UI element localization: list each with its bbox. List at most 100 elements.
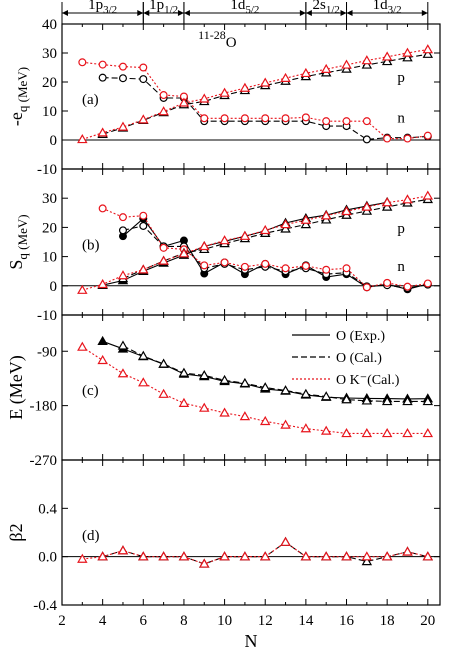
data-point xyxy=(403,134,412,143)
data-point xyxy=(300,423,312,433)
series-line xyxy=(102,53,428,135)
series-1 xyxy=(78,58,432,143)
data-point xyxy=(97,335,108,346)
data-point xyxy=(220,258,229,267)
series-line xyxy=(102,207,428,288)
data-point xyxy=(259,382,271,392)
orbital-band: 2s1/2 xyxy=(305,0,348,24)
data-point xyxy=(259,77,271,87)
y-tick-label: 30 xyxy=(42,191,57,207)
data-point xyxy=(381,428,393,438)
y-tick-label: 10 xyxy=(42,104,57,120)
data-point xyxy=(240,262,249,271)
y-tick-label: -10 xyxy=(37,162,57,178)
arrow-right-icon xyxy=(299,10,306,16)
series-0 xyxy=(97,335,434,403)
data-point xyxy=(159,243,168,252)
data-point xyxy=(341,428,352,438)
series-line xyxy=(122,225,428,289)
data-point xyxy=(178,397,190,407)
orbital-band-label: 1p1/2 xyxy=(149,0,178,16)
data-point xyxy=(239,377,251,388)
series-line xyxy=(81,346,428,434)
y-tick-label: 40 xyxy=(42,17,57,33)
arrow-right-icon xyxy=(177,10,184,16)
nucleus-label: 11-28O xyxy=(198,28,237,51)
y-tick-label: -90 xyxy=(37,344,57,360)
data-point xyxy=(280,223,291,233)
series-line xyxy=(82,541,428,565)
data-point xyxy=(219,407,230,417)
data-point xyxy=(239,551,251,561)
y-tick-label: 20 xyxy=(42,75,57,91)
y-axis-label: E (MeV) xyxy=(6,355,27,419)
x-tick-label: 6 xyxy=(140,613,148,629)
data-point xyxy=(320,63,332,73)
data-point xyxy=(361,551,373,561)
data-point xyxy=(280,219,291,229)
data-point xyxy=(199,93,210,103)
data-point xyxy=(423,279,432,288)
data-point xyxy=(402,47,413,57)
x-tick-label: 14 xyxy=(298,613,314,629)
orbital-band: 1p3/2 xyxy=(61,0,144,24)
data-point xyxy=(138,114,149,124)
data-point xyxy=(139,63,148,72)
data-point xyxy=(199,558,210,568)
data-point xyxy=(361,556,373,566)
proton-annotation: p xyxy=(397,70,405,86)
data-point xyxy=(341,205,352,216)
data-point xyxy=(422,48,434,58)
series-2 xyxy=(77,341,434,438)
y-tick-label: 0 xyxy=(50,133,58,149)
neutron-annotation: n xyxy=(397,111,405,127)
data-point xyxy=(300,214,312,224)
y-tick-label: -0.4 xyxy=(33,598,57,614)
data-point xyxy=(422,190,434,200)
orbital-band-label: 2s1/2 xyxy=(312,0,339,16)
data-point xyxy=(402,194,413,204)
data-point xyxy=(341,551,352,561)
data-point xyxy=(381,56,393,66)
data-point xyxy=(77,284,88,294)
data-point xyxy=(199,402,210,412)
data-point xyxy=(159,91,168,100)
data-point xyxy=(118,62,127,71)
orbital-band: 1p1/2 xyxy=(142,0,185,24)
panel-label: (b) xyxy=(82,237,100,253)
data-point xyxy=(239,82,251,92)
data-point xyxy=(118,213,127,222)
data-point xyxy=(97,127,108,137)
data-point xyxy=(199,240,210,251)
legend-label: O K⁻(Cal.) xyxy=(336,373,400,388)
data-point xyxy=(239,411,251,421)
data-point xyxy=(139,75,148,84)
x-axis-label: N xyxy=(245,631,258,651)
y-tick-label: 0.0 xyxy=(38,550,57,566)
arrow-left-icon xyxy=(346,10,353,16)
data-point xyxy=(97,551,108,561)
legend-label: O (Cal.) xyxy=(336,351,382,366)
y-tick-label: 10 xyxy=(42,250,57,266)
y-tick-label: 0.4 xyxy=(38,501,57,517)
arrow-right-icon xyxy=(421,10,428,16)
data-point xyxy=(300,219,312,229)
data-point xyxy=(320,210,332,220)
data-point xyxy=(138,350,149,360)
data-point xyxy=(117,270,129,280)
data-point xyxy=(402,546,413,556)
arrow-right-icon xyxy=(137,10,144,16)
x-tick-label: 10 xyxy=(217,613,232,629)
data-point xyxy=(178,367,190,377)
data-point xyxy=(381,551,393,561)
data-point xyxy=(341,59,352,69)
y-tick-label: 0 xyxy=(50,279,58,295)
series-5 xyxy=(77,190,434,294)
x-tick-label: 20 xyxy=(420,613,435,629)
y-axis-label: Sq (MeV) xyxy=(6,214,30,269)
data-point xyxy=(98,73,107,82)
data-point xyxy=(341,394,352,404)
data-point xyxy=(383,278,392,287)
data-point xyxy=(178,551,190,561)
data-point xyxy=(219,551,230,561)
